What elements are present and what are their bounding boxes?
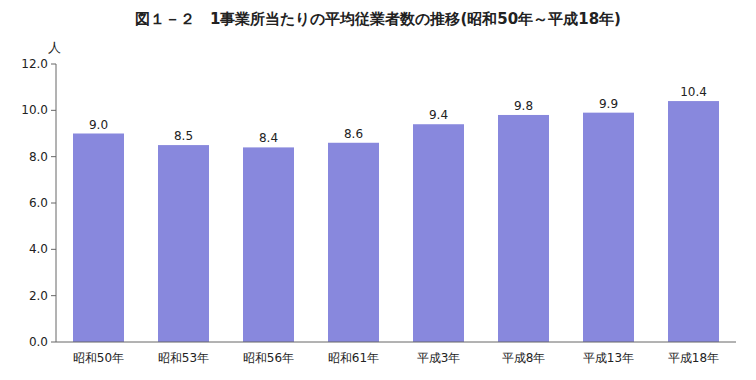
- x-axis-line: [56, 342, 736, 343]
- data-label: 9.0: [89, 118, 108, 132]
- x-tick-label: 昭和56年: [243, 351, 294, 365]
- y-tick: [51, 156, 56, 157]
- y-tick: [51, 110, 56, 111]
- y-tick-label: 2.0: [29, 289, 48, 303]
- y-tick-label: 8.0: [29, 150, 48, 164]
- y-axis-label: 人: [48, 40, 61, 55]
- x-axis: 昭和50年 昭和53年 昭和56年 昭和61年 平成3年 平成8年 平成13年 平成18年: [73, 351, 719, 365]
- chart-container: 図１－２ 1事業所当たりの平均従業者数の推移(昭和50年～平成18年) 人 0.0 2…: [0, 0, 756, 380]
- bar: [413, 124, 464, 342]
- y-tick-label: 10.0: [21, 103, 48, 117]
- y-tick-label: 0.0: [29, 335, 48, 349]
- data-label: 9.9: [599, 97, 618, 111]
- y-axis-line: [56, 64, 57, 342]
- data-label: 9.4: [429, 108, 448, 122]
- y-tick: [51, 64, 56, 65]
- bar: [73, 134, 124, 343]
- y-tick: [51, 249, 56, 250]
- title: 図１－２ 1事業所当たりの平均従業者数の推移(昭和50年～平成18年): [135, 10, 621, 28]
- x-tick-label: 平成8年: [502, 351, 546, 365]
- chart: 図１－２ 1事業所当たりの平均従業者数の推移(昭和50年～平成18年) 人 0.0 2…: [0, 0, 756, 380]
- bar: [668, 101, 719, 342]
- y-tick: [51, 342, 56, 343]
- x-tick-label: 平成3年: [417, 351, 461, 365]
- y-tick: [51, 203, 56, 204]
- data-label: 10.4: [680, 85, 707, 99]
- bar: [498, 115, 549, 342]
- y-tick-label: 6.0: [29, 196, 48, 210]
- bar: [243, 147, 294, 342]
- x-tick-label: 平成13年: [583, 351, 634, 365]
- bar: [583, 113, 634, 342]
- data-label: 8.4: [259, 131, 278, 145]
- y-tick: [51, 295, 56, 296]
- bar: [158, 145, 209, 342]
- bars: [73, 101, 719, 342]
- data-label: 8.5: [174, 129, 193, 143]
- data-labels: 9.0 8.5 8.4 8.6 9.4 9.8 9.9 10.4: [89, 85, 707, 145]
- data-label: 8.6: [344, 127, 363, 141]
- x-tick-label: 昭和50年: [73, 351, 124, 365]
- y-tick-label: 12.0: [21, 57, 48, 71]
- data-label: 9.8: [514, 99, 533, 113]
- x-tick-label: 昭和53年: [158, 351, 209, 365]
- y-axis: 0.0 2.0 4.0 6.0 8.0 10.0 12.0: [21, 57, 56, 349]
- x-tick-label: 昭和61年: [328, 351, 379, 365]
- y-tick-label: 4.0: [29, 242, 48, 256]
- bar: [328, 143, 379, 342]
- x-tick-label: 平成18年: [668, 351, 719, 365]
